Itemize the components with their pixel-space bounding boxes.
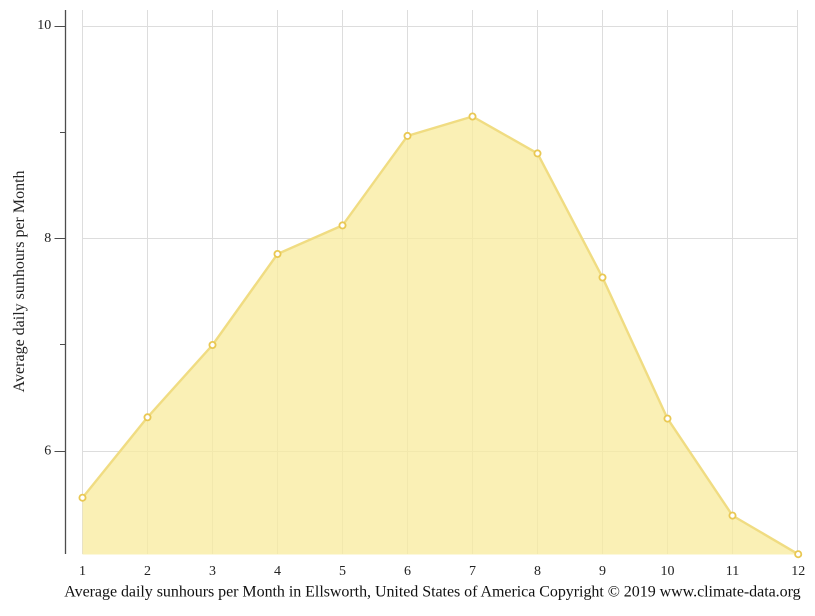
svg-text:4: 4 — [274, 564, 281, 579]
svg-text:10: 10 — [661, 564, 675, 579]
svg-text:7: 7 — [469, 564, 476, 579]
svg-text:8: 8 — [44, 231, 51, 246]
svg-text:10: 10 — [37, 18, 51, 33]
svg-text:6: 6 — [44, 444, 51, 459]
svg-text:3: 3 — [209, 564, 216, 579]
svg-text:Average daily sunhours per Mon: Average daily sunhours per Month in Ells… — [64, 583, 800, 600]
svg-text:11: 11 — [726, 564, 739, 579]
svg-text:8: 8 — [534, 564, 541, 579]
svg-text:Average daily sunhours per Mon: Average daily sunhours per Month — [11, 170, 28, 392]
svg-text:6: 6 — [404, 564, 411, 579]
svg-text:5: 5 — [339, 564, 346, 579]
svg-text:2: 2 — [144, 564, 151, 579]
svg-text:1: 1 — [79, 564, 86, 579]
svg-text:9: 9 — [599, 564, 606, 579]
svg-text:12: 12 — [791, 564, 805, 579]
